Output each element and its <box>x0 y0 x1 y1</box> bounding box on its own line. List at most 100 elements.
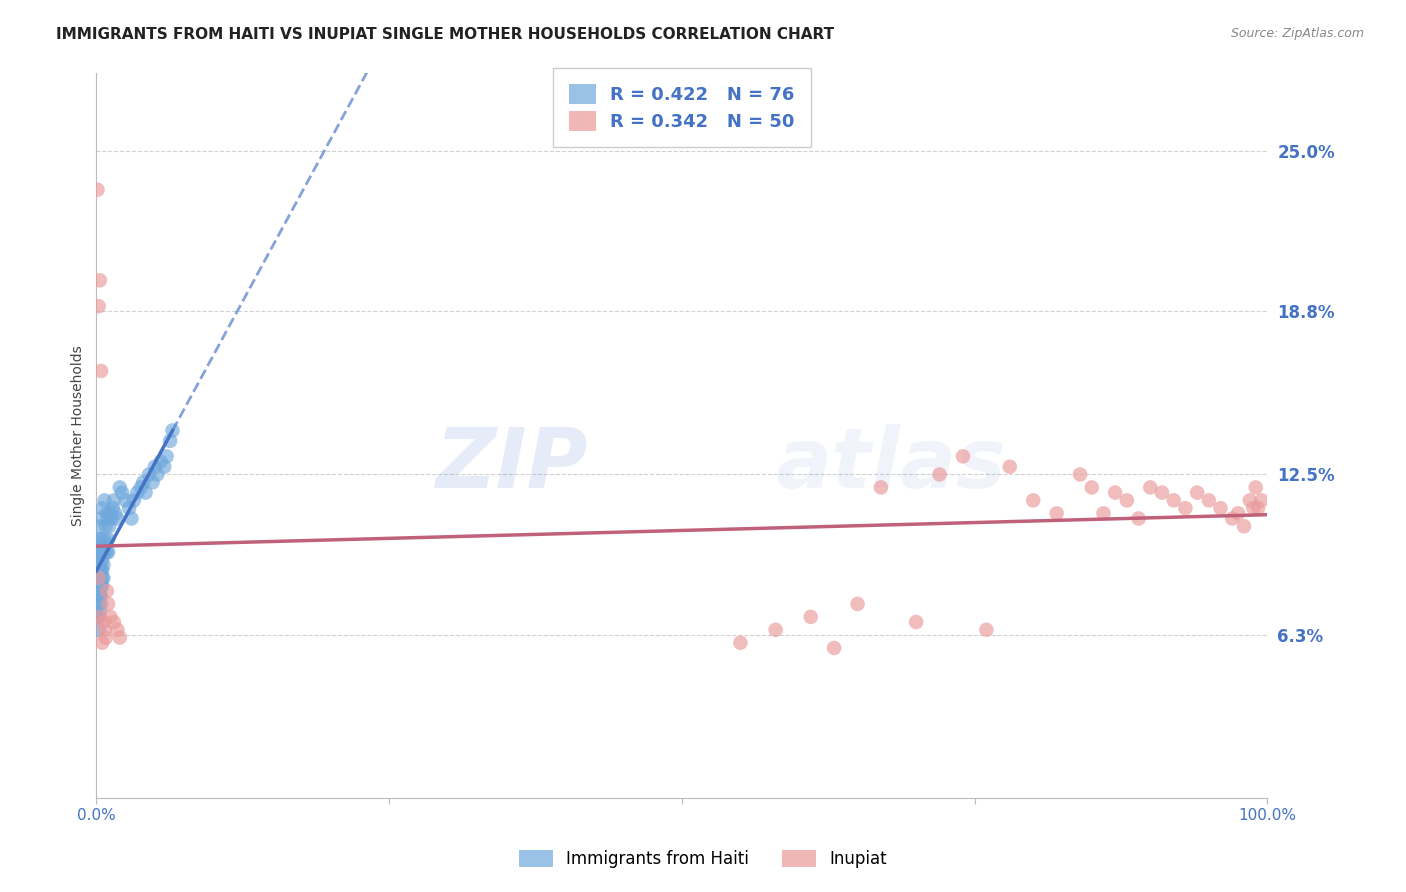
Point <box>129 480 152 494</box>
Point <box>86 597 108 611</box>
Point <box>86 610 108 624</box>
Point <box>1046 506 1069 520</box>
Point <box>93 558 115 572</box>
Text: atlas: atlas <box>776 424 1007 505</box>
Point <box>87 563 110 577</box>
Point <box>90 563 112 577</box>
Point <box>89 558 111 572</box>
Point <box>97 532 120 546</box>
Point <box>823 640 845 655</box>
Point <box>1233 519 1256 533</box>
Text: ZIP: ZIP <box>436 424 588 505</box>
Point <box>162 424 184 438</box>
Point <box>87 532 110 546</box>
Y-axis label: Single Mother Households: Single Mother Households <box>72 345 86 526</box>
Point <box>1163 493 1185 508</box>
Point <box>93 615 115 629</box>
Point <box>135 485 157 500</box>
Point <box>91 571 114 585</box>
Point <box>1227 506 1250 520</box>
Point <box>107 623 129 637</box>
Point <box>87 571 110 585</box>
Point <box>100 511 122 525</box>
Point <box>91 501 114 516</box>
Point <box>143 459 166 474</box>
Legend: R = 0.422   N = 76, R = 0.342   N = 50: R = 0.422 N = 76, R = 0.342 N = 50 <box>553 68 811 147</box>
Point <box>91 545 114 559</box>
Point <box>89 519 111 533</box>
Point <box>97 511 120 525</box>
Point <box>94 631 117 645</box>
Point <box>153 459 176 474</box>
Point <box>96 545 118 559</box>
Point <box>103 493 125 508</box>
Point <box>1150 485 1173 500</box>
Point <box>89 273 111 287</box>
Point <box>100 610 122 624</box>
Point <box>86 183 108 197</box>
Point <box>93 532 115 546</box>
Point <box>87 579 110 593</box>
Point <box>103 615 125 629</box>
Point <box>97 597 120 611</box>
Point <box>976 623 998 637</box>
Point <box>1209 501 1232 516</box>
Point <box>1239 493 1261 508</box>
Point <box>93 493 115 508</box>
Point <box>156 450 179 464</box>
Point <box>1128 511 1150 525</box>
Point <box>928 467 950 482</box>
Point <box>870 480 893 494</box>
Point <box>730 636 752 650</box>
Text: IMMIGRANTS FROM HAITI VS INUPIAT SINGLE MOTHER HOUSEHOLDS CORRELATION CHART: IMMIGRANTS FROM HAITI VS INUPIAT SINGLE … <box>56 27 834 42</box>
Point <box>91 563 114 577</box>
Point <box>159 434 181 448</box>
Point <box>107 511 129 525</box>
Point <box>93 623 115 637</box>
Point <box>111 485 134 500</box>
Point <box>138 467 160 482</box>
Point <box>91 636 114 650</box>
Point <box>1022 493 1045 508</box>
Text: Source: ZipAtlas.com: Source: ZipAtlas.com <box>1230 27 1364 40</box>
Point <box>108 631 131 645</box>
Point <box>93 545 115 559</box>
Point <box>94 519 117 533</box>
Point <box>89 610 111 624</box>
Point <box>121 511 143 525</box>
Point <box>89 545 111 559</box>
Point <box>90 532 112 546</box>
Point <box>765 623 787 637</box>
Point <box>132 475 155 490</box>
Point <box>108 480 131 494</box>
Point <box>127 485 149 500</box>
Point <box>1220 511 1243 525</box>
Point <box>90 511 112 525</box>
Point <box>91 553 114 567</box>
Point <box>149 454 172 468</box>
Point <box>93 537 115 551</box>
Point <box>146 467 169 482</box>
Point <box>93 545 115 559</box>
Point <box>952 450 974 464</box>
Point <box>114 493 136 508</box>
Legend: Immigrants from Haiti, Inupiat: Immigrants from Haiti, Inupiat <box>513 843 893 875</box>
Point <box>1115 493 1137 508</box>
Point <box>98 519 121 533</box>
Point <box>122 493 145 508</box>
Point <box>1080 480 1102 494</box>
Point <box>89 537 111 551</box>
Point <box>1247 501 1270 516</box>
Point <box>1185 485 1208 500</box>
Point <box>142 475 165 490</box>
Point <box>93 571 115 585</box>
Point <box>1198 493 1220 508</box>
Point <box>86 571 108 585</box>
Point <box>90 364 112 378</box>
Point <box>87 597 110 611</box>
Point <box>91 579 114 593</box>
Point <box>1250 493 1272 508</box>
Point <box>1174 501 1197 516</box>
Point <box>87 299 110 313</box>
Point <box>89 589 111 603</box>
